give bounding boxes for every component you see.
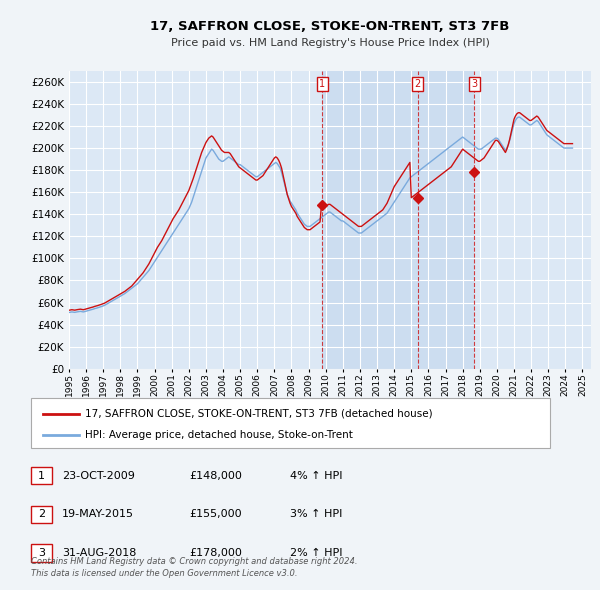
Text: 3: 3 — [471, 79, 477, 89]
Text: £178,000: £178,000 — [190, 548, 242, 558]
Text: 2% ↑ HPI: 2% ↑ HPI — [290, 548, 343, 558]
Text: 1: 1 — [319, 79, 326, 89]
Text: £148,000: £148,000 — [190, 471, 242, 480]
Text: £155,000: £155,000 — [190, 509, 242, 519]
Bar — [31, 467, 52, 484]
Text: Price paid vs. HM Land Registry's House Price Index (HPI): Price paid vs. HM Land Registry's House … — [170, 38, 490, 48]
Text: 17, SAFFRON CLOSE, STOKE-ON-TRENT, ST3 7FB (detached house): 17, SAFFRON CLOSE, STOKE-ON-TRENT, ST3 7… — [85, 408, 433, 418]
Text: 19-MAY-2015: 19-MAY-2015 — [62, 509, 134, 519]
Text: 1: 1 — [38, 471, 45, 480]
Text: 23-OCT-2009: 23-OCT-2009 — [62, 471, 135, 480]
Text: 2: 2 — [415, 79, 421, 89]
Text: 31-AUG-2018: 31-AUG-2018 — [62, 548, 136, 558]
Text: 3% ↑ HPI: 3% ↑ HPI — [290, 509, 343, 519]
Text: 3: 3 — [38, 548, 45, 558]
Text: HPI: Average price, detached house, Stoke-on-Trent: HPI: Average price, detached house, Stok… — [85, 430, 353, 440]
Bar — [31, 398, 550, 448]
Bar — [322, 71, 474, 369]
Text: 2: 2 — [38, 509, 46, 519]
Text: 4% ↑ HPI: 4% ↑ HPI — [290, 471, 343, 480]
Text: Contains HM Land Registry data © Crown copyright and database right 2024.
This d: Contains HM Land Registry data © Crown c… — [31, 558, 358, 578]
Text: 17, SAFFRON CLOSE, STOKE-ON-TRENT, ST3 7FB: 17, SAFFRON CLOSE, STOKE-ON-TRENT, ST3 7… — [151, 20, 509, 33]
Bar — [31, 506, 52, 523]
Bar — [31, 545, 52, 562]
